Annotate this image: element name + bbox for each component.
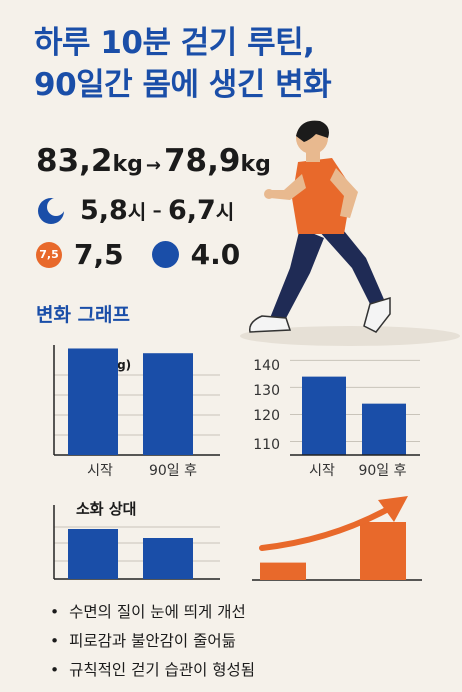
bullet-item-0: 수면의 질이 눈에 띄게 개선	[50, 598, 255, 627]
moon-icon	[38, 197, 65, 224]
bullet-list: 수면의 질이 눈에 띄게 개선 피로감과 불안감이 줄어듦 규칙적인 걷기 습관…	[50, 598, 255, 685]
page-title: 하루 10분 걷기 루틴, 90일간 몸에 생긴 변화	[34, 22, 332, 106]
chart-3-bar-0	[68, 529, 118, 579]
sleep-unit-to: 시	[215, 200, 235, 224]
title-line-2: 90일간 몸에 생긴 변화	[34, 67, 332, 103]
chart-2-xtick-1: 90일 후	[358, 463, 407, 479]
chart-2-ytick-140: 140	[253, 358, 280, 374]
bullet-item-2: 규칙적인 걷기 습관이 형성됨	[50, 656, 255, 685]
chart-2-bar-after	[362, 403, 406, 455]
chart-4	[252, 496, 422, 581]
chart-2-ytick-110: 110	[253, 437, 280, 453]
chart-3-title: 소화 상대	[76, 500, 137, 518]
weight-after: 78,9	[163, 143, 241, 179]
sleep-from: 5,8	[80, 195, 128, 226]
title-line-1: 하루 10분 걷기 루틴,	[34, 25, 315, 61]
trend-arrow-head-icon	[378, 496, 408, 522]
sleep-unit-from: 시	[127, 200, 147, 224]
walking-man-illustration	[240, 120, 460, 346]
sleep-to: 6,7	[168, 195, 216, 226]
sleep-stat: 5,8 시 -6,7 시	[36, 195, 234, 226]
weight-stat: 83,2kg →78,9kg	[36, 143, 271, 179]
chart-2-ytick-130: 130	[253, 383, 280, 399]
chart-3-bar-1	[143, 538, 193, 579]
chart-1-xtick-0: 시작	[87, 463, 113, 479]
chart-1	[53, 345, 220, 456]
chart-4-bar-0	[260, 562, 306, 580]
weight-unit-after: kg	[240, 152, 271, 177]
chart-2-xtick-0: 시작	[309, 463, 335, 479]
chart-1-xtick-1: 90일 후	[148, 463, 198, 479]
chart-2-ytick-120: 120	[253, 408, 280, 424]
score-stat: 7,5 7,5 4.0	[36, 238, 240, 271]
chart-2	[290, 359, 420, 456]
score-value-1: 7,5	[74, 238, 124, 271]
bullet-item-1: 피로감과 불안감이 줄어듦	[50, 627, 255, 656]
weight-before: 83,2	[36, 143, 113, 179]
score-value-2: 4.0	[190, 238, 241, 271]
section-title: 변화 그래프	[36, 304, 131, 326]
trend-arrow-line	[259, 505, 393, 551]
chart-4-bar-1	[360, 522, 406, 580]
sleep-dash: -	[152, 195, 162, 226]
chart-2-bar-start	[302, 376, 346, 455]
chart-1-bar-start	[68, 348, 118, 455]
chart-3	[53, 505, 220, 580]
score-badge: 7,5	[36, 241, 62, 268]
blue-dot-icon	[151, 241, 179, 268]
chart-1-bar-after	[143, 353, 193, 455]
arrow-icon: →	[145, 155, 161, 176]
weight-unit-before: kg	[112, 152, 143, 177]
